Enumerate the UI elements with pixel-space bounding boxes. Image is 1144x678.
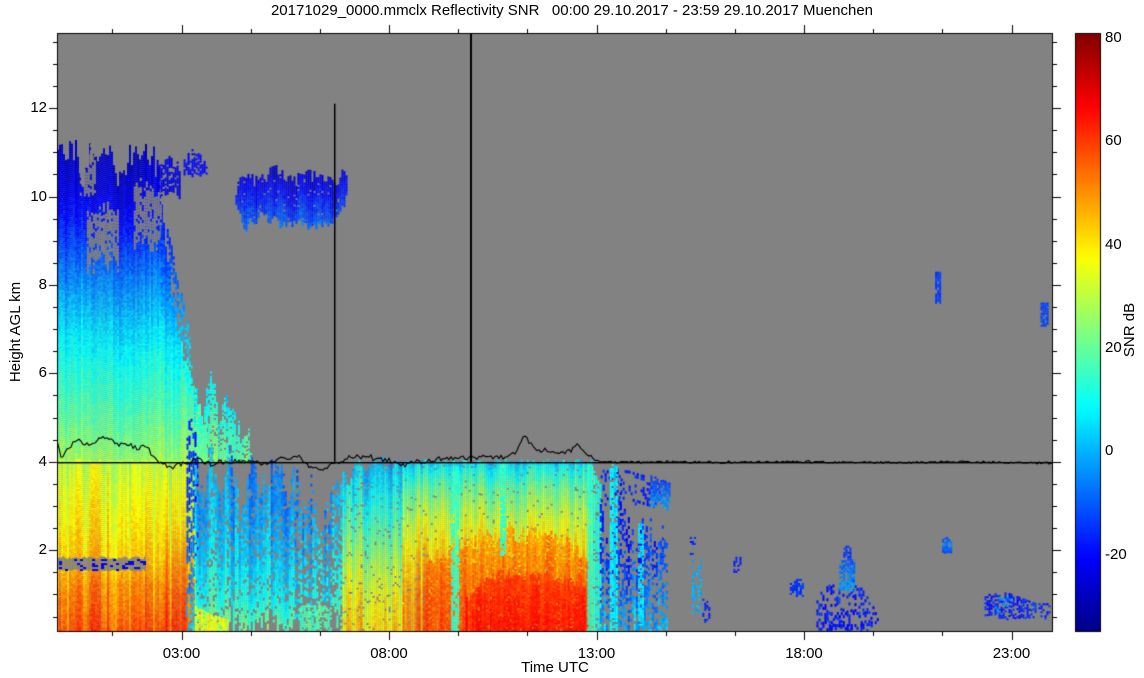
colorbar-tick-label: 80 (1105, 29, 1122, 47)
x-tick-label: 08:00 (370, 645, 408, 662)
x-tick-label: 18:00 (785, 645, 823, 662)
chart-title: 20171029_0000.mmclx Reflectivity SNR 00:… (270, 2, 874, 19)
colorbar-tick-label: -20 (1105, 545, 1127, 563)
colorbar-tick-label: 60 (1105, 132, 1122, 150)
x-axis-label: Time UTC (521, 659, 589, 676)
y-tick-label: 4 (38, 452, 47, 470)
y-tick-label: 12 (30, 99, 47, 117)
x-tick-label: 13:00 (577, 645, 616, 662)
y-tick-label: 10 (30, 187, 47, 205)
y-tick-label: 8 (38, 275, 47, 293)
x-tick-label: 03:00 (162, 645, 201, 662)
colorbar-label: SNR dB (1121, 302, 1138, 358)
colorbar-tick-label: 0 (1105, 442, 1114, 460)
y-tick-label: 6 (38, 364, 47, 382)
colorbar-tick-label: 20 (1105, 338, 1122, 356)
y-axis-label: Height AGL km (7, 281, 24, 383)
y-tick-label: 2 (38, 541, 47, 559)
x-tick-label: 23:00 (992, 645, 1031, 662)
colorbar-tick-label: 40 (1105, 235, 1122, 253)
